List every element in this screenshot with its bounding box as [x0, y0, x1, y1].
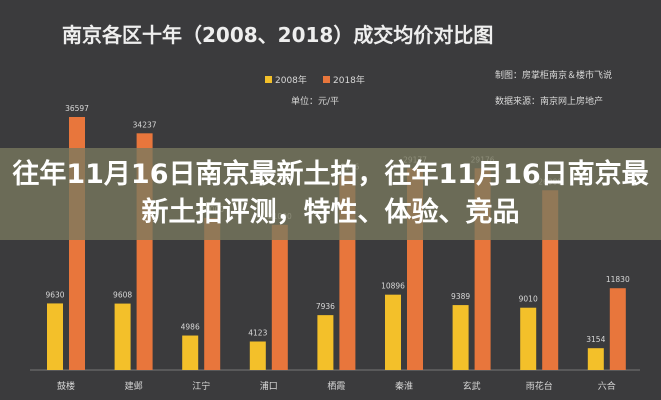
value-label: 9010	[519, 295, 538, 304]
x-tick-label: 栖霞	[327, 380, 345, 392]
legend-swatch	[265, 76, 272, 83]
bar	[182, 335, 199, 370]
bar	[452, 305, 469, 370]
bar	[47, 303, 63, 370]
bar	[609, 288, 626, 370]
x-tick-label: 江宁	[192, 380, 210, 392]
legend-swatch	[323, 76, 330, 83]
bar	[249, 341, 266, 370]
x-tick-label: 玄武	[463, 380, 481, 392]
value-label: 36597	[65, 104, 89, 113]
banner-text: 往年11月16日南京最新土拍，往年11月16日南京最新土拍评测，特性、体验、竞品	[12, 159, 649, 228]
banner: 往年11月16日南京最新土拍，往年11月16日南京最新土拍评测，特性、体验、竞品	[0, 148, 661, 240]
note: 数据来源：南京网上房地产	[495, 95, 603, 107]
x-tick-label: 秦淮	[395, 380, 413, 392]
value-label: 9389	[451, 292, 470, 301]
bar	[385, 294, 401, 370]
value-label: 11830	[606, 275, 630, 284]
x-tick-label: 建邺	[125, 380, 143, 392]
note: 制图：房掌柜南京＆楼市飞说	[495, 69, 612, 81]
unit: 单位：元/平	[291, 95, 339, 107]
x-tick-label: 六合	[598, 380, 616, 392]
bar	[317, 315, 334, 370]
bar	[271, 224, 288, 370]
chart-title: 南京各区十年（2008、2018）成交均价对比图	[62, 23, 493, 47]
legend-label: 2008年	[275, 74, 307, 86]
legend-label: 2018年	[333, 74, 365, 86]
value-label: 9630	[45, 290, 64, 299]
value-label: 4986	[181, 323, 200, 332]
value-label: 3154	[586, 335, 605, 344]
bar	[114, 303, 131, 370]
value-label: 34237	[133, 120, 157, 129]
x-tick-label: 雨花台	[526, 380, 553, 392]
x-tick-label: 浦口	[260, 380, 278, 392]
bar	[587, 348, 604, 370]
value-label: 9608	[113, 291, 132, 300]
bar	[204, 217, 221, 370]
x-tick-label: 鼓楼	[57, 380, 75, 392]
bar	[520, 307, 537, 370]
value-label: 4123	[248, 328, 267, 337]
value-label: 10896	[381, 282, 405, 291]
value-label: 7936	[316, 302, 335, 311]
